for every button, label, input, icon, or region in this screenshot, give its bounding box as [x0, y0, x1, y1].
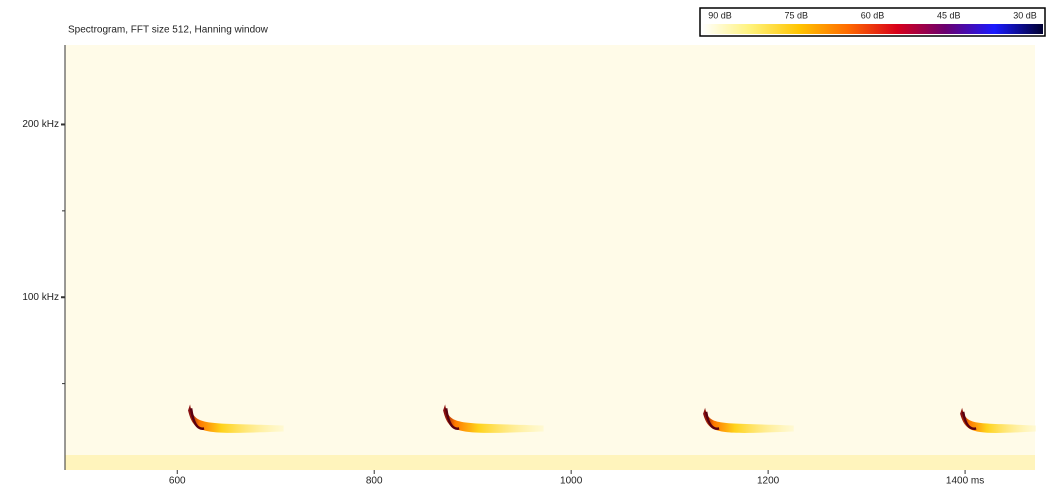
call-core — [189, 408, 205, 430]
call-core — [444, 408, 460, 430]
chart-title: Spectrogram, FFT size 512, Hanning windo… — [68, 25, 269, 36]
x-tick-label: 600 — [169, 476, 186, 487]
call-core — [704, 411, 720, 430]
x-tick-label: 1400 ms — [946, 476, 984, 487]
y-tick-label: 100 kHz — [22, 292, 59, 303]
colorbar-label: 30 dB — [1013, 10, 1037, 20]
call — [960, 407, 1036, 433]
colorbar — [702, 24, 1043, 34]
call — [703, 407, 794, 433]
call — [188, 404, 284, 433]
colorbar-label: 60 dB — [861, 10, 885, 20]
x-tick-label: 1000 — [560, 476, 583, 487]
noise-band — [65, 455, 1035, 470]
colorbar-label: 90 dB — [708, 10, 732, 20]
plot-area — [65, 45, 1035, 470]
call-core — [961, 411, 977, 430]
x-tick-label: 800 — [366, 476, 383, 487]
call — [443, 404, 544, 433]
colorbar-label: 45 dB — [937, 10, 961, 20]
y-tick-label: 200 kHz — [22, 119, 59, 130]
colorbar-label: 75 dB — [784, 10, 808, 20]
x-tick-label: 1200 — [757, 476, 780, 487]
